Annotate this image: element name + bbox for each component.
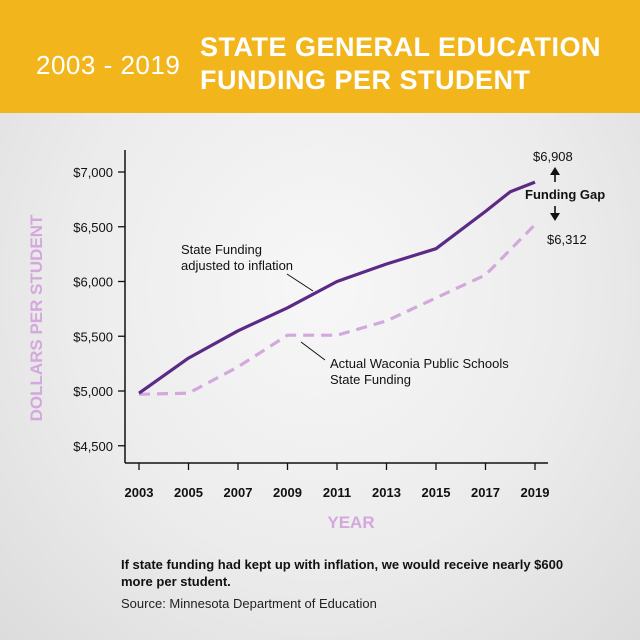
x-tick-label: 2017: [471, 485, 500, 500]
y-tick-label: $5,500: [73, 329, 113, 344]
top-value-label: $6,908: [533, 149, 573, 164]
page-title: STATE GENERAL EDUCATION FUNDING PER STUD…: [200, 31, 601, 97]
gap-arrow-up-head: [550, 167, 560, 175]
x-axis-ticks: 2003 2005 2007 2009 2011 2013 2015 2017 2019: [125, 463, 550, 500]
chart-axes: [124, 150, 548, 464]
y-axis-label: DOLLARS PER STUDENT: [27, 214, 46, 421]
source-note: Source: Minnesota Department of Educatio…: [121, 596, 377, 611]
y-tick-label: $4,500: [73, 439, 113, 454]
funding-gap-annotation: $6,908 Funding Gap $6,312: [525, 149, 605, 247]
y-tick-label: $5,000: [73, 384, 113, 399]
y-tick-label: $6,000: [73, 275, 113, 290]
inflation-label-line-1: State Funding: [181, 242, 262, 257]
footnote: If state funding had kept up with inflat…: [121, 557, 564, 589]
x-tick-label: 2013: [372, 485, 401, 500]
y-axis-ticks: $4,500 $5,000 $5,500 $6,000 $6,500 $7,000: [73, 165, 125, 454]
inflation-label-leader: [286, 273, 314, 292]
x-tick-label: 2003: [125, 485, 154, 500]
title-line-2: FUNDING PER STUDENT: [200, 65, 531, 95]
actual-label-leader: [300, 341, 326, 361]
x-tick-label: 2015: [422, 485, 451, 500]
x-tick-label: 2011: [323, 485, 351, 500]
gap-arrow-down-head: [550, 213, 560, 221]
x-tick-label: 2005: [174, 485, 203, 500]
series-lines: [138, 180, 537, 396]
actual-label-line-1: Actual Waconia Public Schools: [330, 356, 509, 371]
year-range: 2003 - 2019: [36, 50, 181, 80]
funding-gap-label: Funding Gap: [525, 187, 605, 202]
header-banner: [0, 0, 640, 113]
title-line-1: STATE GENERAL EDUCATION: [200, 32, 602, 62]
x-tick-label: 2009: [273, 485, 302, 500]
inflation-label-line-2: adjusted to inflation: [181, 258, 293, 273]
x-tick-label: 2019: [521, 485, 550, 500]
y-tick-label: $6,500: [73, 220, 113, 235]
actual-label-line-2: State Funding: [330, 372, 411, 387]
x-tick-label: 2007: [224, 485, 253, 500]
x-axis-label: YEAR: [327, 513, 374, 532]
bottom-value-label: $6,312: [547, 232, 587, 247]
inflation-series-line: [138, 180, 536, 395]
y-tick-label: $7,000: [73, 165, 113, 180]
